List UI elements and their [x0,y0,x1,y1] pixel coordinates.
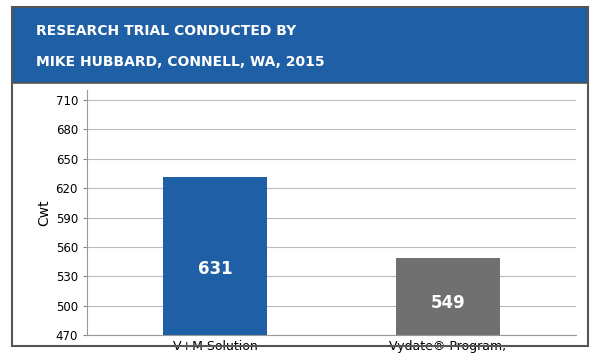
Text: 549: 549 [431,294,466,312]
Y-axis label: Cwt: Cwt [37,199,52,226]
Text: 631: 631 [198,260,232,278]
Text: MIKE HUBBARD, CONNELL, WA, 2015: MIKE HUBBARD, CONNELL, WA, 2015 [36,55,325,69]
Title: Marketable Yield: Marketable Yield [253,66,410,84]
Text: RESEARCH TRIAL CONDUCTED BY: RESEARCH TRIAL CONDUCTED BY [36,24,296,38]
Bar [395,258,500,353]
Bar [163,177,268,353]
